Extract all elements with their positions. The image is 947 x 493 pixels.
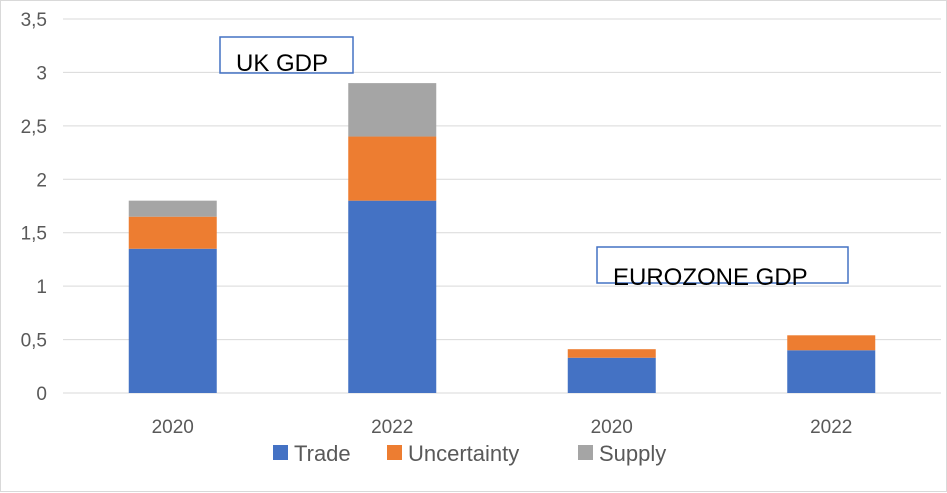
x-tick-label: 2022 [810,417,852,438]
legend-swatch [273,445,288,460]
bar-segment-supply [128,200,217,217]
legend-swatch [578,445,593,460]
y-tick-label: 1 [36,277,47,298]
x-tick-label: 2022 [371,417,413,438]
annotation-eurozone-gdp-label: EUROZONE GDP [613,264,808,291]
legend-item-uncertainty: Uncertainty [387,441,519,466]
legend-label: Supply [599,441,666,466]
bar-segment-supply [348,83,437,137]
y-axis-ticks: 0 0,5 1 1,5 2 2,5 3 3,5 [21,10,47,405]
x-tick-label: 2020 [591,417,633,438]
annotation-eurozone-gdp-box [596,246,849,284]
legend-label: Trade [294,441,351,466]
legend-item-supply: Supply [578,441,666,466]
y-tick-label: 3 [36,63,47,84]
annotation-uk-gdp: UK GDP [219,36,354,77]
y-tick-label: 2 [36,170,47,191]
y-tick-label: 0,5 [21,331,47,352]
legend-item-trade: Trade [273,441,351,466]
bars [128,83,876,393]
legend: Trade Uncertainty Supply [273,441,666,466]
annotation-eurozone-gdp: EUROZONE GDP [596,246,849,291]
x-axis-ticks: 2020 2022 2020 2022 [152,417,853,438]
bar-segment-trade [128,248,217,393]
y-tick-label: 3,5 [21,10,47,31]
bar-segment-trade [348,200,437,393]
annotation-uk-gdp-label: UK GDP [236,50,328,77]
bar-segment-uncertainty [567,349,656,358]
bar-segment-uncertainty [787,335,876,351]
bar-segment-uncertainty [128,216,217,249]
annotation-uk-gdp-box [219,36,354,74]
bar-segment-trade [567,357,656,393]
legend-swatch [387,445,402,460]
y-tick-label: 0 [36,384,47,405]
y-tick-label: 2,5 [21,117,47,138]
x-tick-label: 2020 [152,417,194,438]
bar-segment-uncertainty [348,136,437,201]
y-tick-label: 1,5 [21,224,47,245]
bar-segment-trade [787,350,876,393]
legend-label: Uncertainty [408,441,519,466]
